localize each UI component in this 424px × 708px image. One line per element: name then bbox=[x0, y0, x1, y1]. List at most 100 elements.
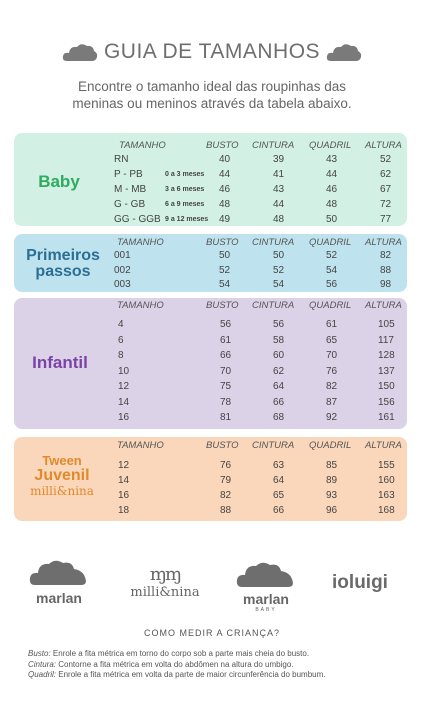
column-header-busto: BUSTO bbox=[206, 140, 239, 151]
table-cell: 18 bbox=[118, 505, 130, 516]
milli-nina-logo: ɱɱ milli&nina bbox=[120, 564, 210, 601]
infantil-label: Infantil bbox=[32, 353, 88, 372]
table-cell: 4 bbox=[118, 319, 124, 330]
table-cell: 46 bbox=[326, 184, 338, 195]
table-cell: 66 bbox=[273, 397, 285, 408]
note-quadril: Quadril: Enrole a fita métrica em volta … bbox=[28, 670, 326, 679]
note-busto: Busto: Enrole a fita métrica em torno do… bbox=[28, 649, 310, 658]
table-cell: 56 bbox=[220, 319, 232, 330]
infantil-panel: Infantil TAMANHO BUSTO CINTURA QUADRIL A… bbox=[14, 298, 407, 429]
baby-label: Baby bbox=[38, 172, 80, 191]
table-cell: 44 bbox=[219, 169, 231, 180]
measure-notes: Busto: Enrole a fita métrica em torno do… bbox=[28, 649, 325, 681]
table-cell: 54 bbox=[326, 265, 338, 276]
table-cell-age: 3 a 6 meses bbox=[165, 186, 205, 193]
table-cell: 98 bbox=[380, 279, 392, 290]
column-header-quadril: QUADRIL bbox=[309, 440, 352, 451]
table-cell: 44 bbox=[273, 199, 285, 210]
table-cell: 14 bbox=[118, 475, 130, 486]
table-cell: 85 bbox=[326, 460, 338, 471]
table-cell: 58 bbox=[273, 335, 285, 346]
table-cell: 155 bbox=[378, 460, 395, 471]
table-cell: 40 bbox=[219, 154, 231, 165]
table-cell: 65 bbox=[273, 490, 285, 501]
juvenil-panel: Tween Juvenil milli&nina TAMANHO BUSTO C… bbox=[14, 437, 407, 521]
table-cell: 70 bbox=[220, 366, 232, 377]
table-cell: 168 bbox=[378, 505, 395, 516]
table-cell: 105 bbox=[378, 319, 395, 330]
table-cell: 128 bbox=[378, 350, 395, 361]
table-cell: 150 bbox=[378, 381, 395, 392]
table-cell: 82 bbox=[380, 250, 392, 261]
table-cell: G - GB bbox=[114, 199, 146, 210]
table-cell: 72 bbox=[380, 199, 392, 210]
table-cell: 8 bbox=[118, 350, 124, 361]
column-header-tamanho: TAMANHO bbox=[119, 140, 166, 151]
table-cell: 64 bbox=[273, 475, 285, 486]
table-cell: 93 bbox=[326, 490, 338, 501]
table-cell: 67 bbox=[380, 184, 392, 195]
table-cell: 163 bbox=[378, 490, 395, 501]
table-cell: 54 bbox=[273, 279, 285, 290]
column-header-altura: ALTURA bbox=[365, 237, 402, 248]
table-cell: 66 bbox=[273, 505, 285, 516]
table-cell: 137 bbox=[378, 366, 395, 377]
table-cell: 89 bbox=[326, 475, 338, 486]
column-header-tamanho: TAMANHO bbox=[117, 440, 164, 451]
table-cell: 54 bbox=[219, 279, 231, 290]
table-cell: 77 bbox=[380, 214, 392, 225]
table-cell: 44 bbox=[326, 169, 338, 180]
table-cell: 161 bbox=[378, 412, 395, 423]
table-cell-age: 9 a 12 meses bbox=[165, 216, 209, 223]
cloud-icon bbox=[236, 562, 293, 587]
column-header-quadril: QUADRIL bbox=[309, 237, 352, 248]
table-cell-age: 6 a 9 meses bbox=[165, 201, 205, 208]
column-header-cintura: CINTURA bbox=[252, 440, 295, 451]
cloud-icon bbox=[62, 42, 98, 62]
marlan-logo: marlan bbox=[24, 558, 94, 606]
column-header-quadril: QUADRIL bbox=[309, 300, 352, 311]
subtitle: Encontre o tamanho ideal das roupinhas d… bbox=[72, 79, 352, 111]
table-cell: 76 bbox=[326, 366, 338, 377]
table-cell: 46 bbox=[219, 184, 231, 195]
table-cell: 50 bbox=[326, 214, 338, 225]
column-header-tamanho: TAMANHO bbox=[117, 300, 164, 311]
ioluigi-logo: ioluigi bbox=[332, 572, 388, 593]
table-cell: 56 bbox=[273, 319, 285, 330]
table-cell: 64 bbox=[273, 381, 285, 392]
table-cell: 117 bbox=[378, 335, 394, 346]
table-cell: 68 bbox=[273, 412, 285, 423]
table-cell: 156 bbox=[378, 397, 395, 408]
column-header-cintura: CINTURA bbox=[252, 300, 295, 311]
table-cell: 43 bbox=[326, 154, 338, 165]
marlan-baby-logo: marlan BABY bbox=[228, 560, 304, 613]
table-cell: 96 bbox=[326, 505, 338, 516]
column-header-busto: BUSTO bbox=[206, 440, 239, 451]
table-cell: 87 bbox=[326, 397, 338, 408]
table-cell: P - PB bbox=[114, 169, 143, 180]
table-cell: 49 bbox=[219, 214, 231, 225]
table-cell: GG - GGB bbox=[114, 214, 161, 225]
table-cell: 88 bbox=[220, 505, 232, 516]
table-cell: 76 bbox=[220, 460, 232, 471]
mn-monogram-icon: ɱɱ bbox=[149, 564, 182, 585]
table-cell: 52 bbox=[326, 250, 338, 261]
cloud-icon bbox=[326, 42, 362, 62]
table-cell: 81 bbox=[220, 412, 232, 423]
primeiros-passos-label: Primeiros passos bbox=[26, 247, 100, 280]
table-cell: 003 bbox=[114, 279, 131, 290]
table-cell: 60 bbox=[273, 350, 285, 361]
table-cell: 48 bbox=[326, 199, 338, 210]
table-cell: 79 bbox=[220, 475, 232, 486]
table-cell: 65 bbox=[326, 335, 338, 346]
table-cell: 41 bbox=[273, 169, 285, 180]
column-header-tamanho: TAMANHO bbox=[117, 237, 164, 248]
table-cell: 63 bbox=[273, 460, 285, 471]
table-cell: 39 bbox=[273, 154, 285, 165]
table-cell: 10 bbox=[118, 366, 130, 377]
juvenil-label: Tween Juvenil milli&nina bbox=[30, 453, 94, 498]
table-cell-age: 0 a 3 meses bbox=[165, 171, 205, 178]
table-cell: 12 bbox=[118, 460, 130, 471]
note-cintura: Cintura: Contorne a fita métrica em volt… bbox=[28, 659, 294, 669]
table-cell: 14 bbox=[118, 397, 130, 408]
